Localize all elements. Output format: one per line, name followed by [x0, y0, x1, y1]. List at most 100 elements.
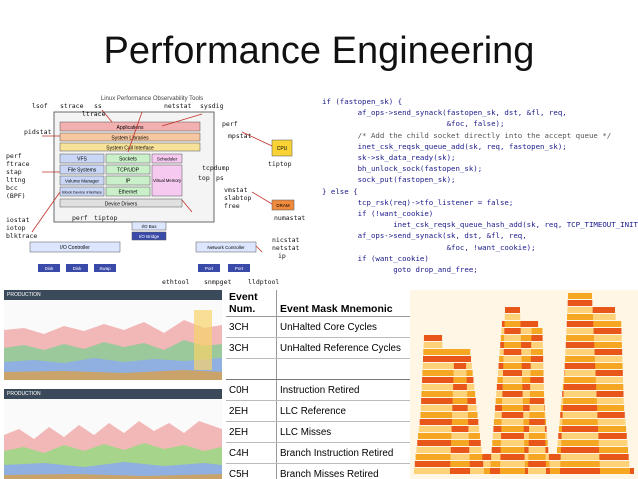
flame-frame — [565, 342, 595, 348]
table-row — [226, 358, 412, 380]
tool-blktrace: blktrace — [6, 232, 37, 240]
table-row: 3CH UnHalted Reference Cycles — [226, 337, 412, 359]
flame-frame — [500, 454, 525, 460]
event-num: 2EH — [226, 400, 277, 422]
flame-frame — [422, 363, 444, 369]
flame-frame — [418, 468, 448, 474]
flame-frame — [567, 314, 593, 320]
flame-frame — [501, 419, 524, 425]
dashboard-header-2: PRODUCTION — [4, 389, 222, 399]
flame-frame — [502, 398, 523, 404]
flame-frame — [420, 419, 446, 425]
flame-frame — [422, 377, 444, 383]
tool-lldptool: lldptool — [248, 278, 279, 286]
column-header-mnemonic: Event Mask Mnemonic — [276, 290, 412, 317]
layer-syscall: System Call Interface — [106, 146, 154, 152]
flame-frame — [528, 433, 546, 439]
flame-frame — [605, 356, 623, 362]
layer-iobus: I/O Bus — [141, 224, 157, 229]
tool-nicstat: nicstat — [272, 236, 299, 244]
flame-frame — [604, 391, 624, 397]
code-line: tcp_rsk(req)->tfo_listener = false; — [322, 197, 514, 207]
layer-fs: File Systems — [68, 168, 97, 174]
event-num: 3CH — [226, 316, 277, 338]
flame-frame — [501, 426, 524, 432]
tool-slabtop: slabtop — [224, 194, 251, 202]
event-name — [276, 358, 412, 380]
flame-frame — [414, 468, 484, 474]
tool-vmstat: vmstat — [224, 186, 248, 194]
flame-frame — [602, 454, 626, 460]
flame-frame — [528, 468, 546, 474]
flame-frame — [561, 426, 599, 432]
tool-netstat: netstat — [164, 102, 191, 110]
event-name: UnHalted Core Cycles — [276, 316, 412, 338]
flame-frame — [452, 398, 468, 404]
flame-frame — [605, 349, 623, 355]
event-name: LLC Misses — [276, 421, 412, 443]
flame-frame — [500, 461, 525, 467]
code-line: inet_csk_reqsk_queue_hash_add(sk, req, T… — [322, 220, 638, 230]
flame-frame — [421, 391, 445, 397]
tool-snmpget: snmpget — [204, 278, 231, 286]
flame-frame — [450, 447, 470, 453]
flame-frame — [564, 377, 596, 383]
flame-frame — [419, 419, 479, 425]
tool-ps: ps — [216, 174, 224, 182]
disk-2: Disk — [73, 266, 82, 271]
flame-frame — [423, 384, 475, 390]
flame-frame — [560, 468, 600, 474]
flame-frame — [418, 454, 448, 460]
flame-frame — [418, 447, 448, 453]
flame-frame — [562, 405, 598, 411]
flame-frame — [424, 377, 474, 383]
flame-frame — [421, 405, 477, 411]
code-line: &foc, !want_cookie); — [322, 242, 536, 252]
event-num: C4H — [226, 442, 277, 464]
tool-mpstat: mpstat — [228, 132, 252, 140]
flame-frame — [414, 461, 484, 467]
tool-perf-bottom: perf — [72, 214, 88, 222]
code-line: goto drop_and_free; — [322, 265, 478, 275]
flame-frame — [606, 342, 622, 348]
event-num: 2EH — [226, 421, 277, 443]
table-row: C5H Branch Misses Retired — [226, 463, 412, 479]
tool-numastat: numastat — [274, 214, 305, 222]
layer-blockdev: Block Device Interface — [62, 190, 103, 195]
layer-vfs: VFS — [77, 157, 87, 163]
flame-frame — [453, 377, 467, 383]
flame-frame — [528, 447, 546, 453]
tool-tiptop-bottom: tiptop — [94, 214, 118, 222]
flame-frame — [423, 356, 443, 362]
flame-frame — [420, 405, 446, 411]
flame-graph — [410, 290, 638, 479]
flame-frame — [422, 398, 476, 404]
flame-frame — [419, 433, 447, 439]
tool-stap: stap — [6, 168, 22, 176]
flame-frame — [422, 370, 444, 376]
tool-top: top — [198, 174, 210, 182]
code-line: bh_unlock_sock(fastopen_sk); — [322, 164, 483, 174]
layer-sockets: Sockets — [119, 157, 137, 163]
code-line: sk->sk_data_ready(sk); — [322, 153, 456, 163]
code-line: } else { — [322, 186, 358, 196]
event-name: UnHalted Reference Cycles — [276, 337, 412, 359]
flame-frame — [501, 405, 524, 411]
flame-frame — [606, 335, 622, 341]
tool-strace: strace — [60, 102, 84, 110]
flame-frame — [566, 335, 594, 341]
flame-frame — [602, 468, 626, 474]
code-line: sock_put(fastopen_sk); — [322, 175, 456, 185]
code-line: if (!want_cookie) — [322, 209, 434, 219]
flame-frame — [565, 356, 595, 362]
flame-frame — [500, 447, 525, 453]
pmc-events-table: Event Num. Event Mask Mnemonic 3CH UnHalt… — [226, 290, 412, 479]
events-table: Event Num. Event Mask Mnemonic 3CH UnHalt… — [226, 290, 412, 479]
flame-frame — [504, 321, 521, 327]
layer-scheduler: Scheduler — [157, 157, 178, 162]
flame-frame — [415, 454, 483, 460]
code-comment: /* Add the child socket directly into th… — [322, 130, 612, 140]
flame-frame — [426, 356, 472, 362]
flame-frame — [419, 426, 447, 432]
tool-sysdig: sysdig — [200, 102, 224, 110]
